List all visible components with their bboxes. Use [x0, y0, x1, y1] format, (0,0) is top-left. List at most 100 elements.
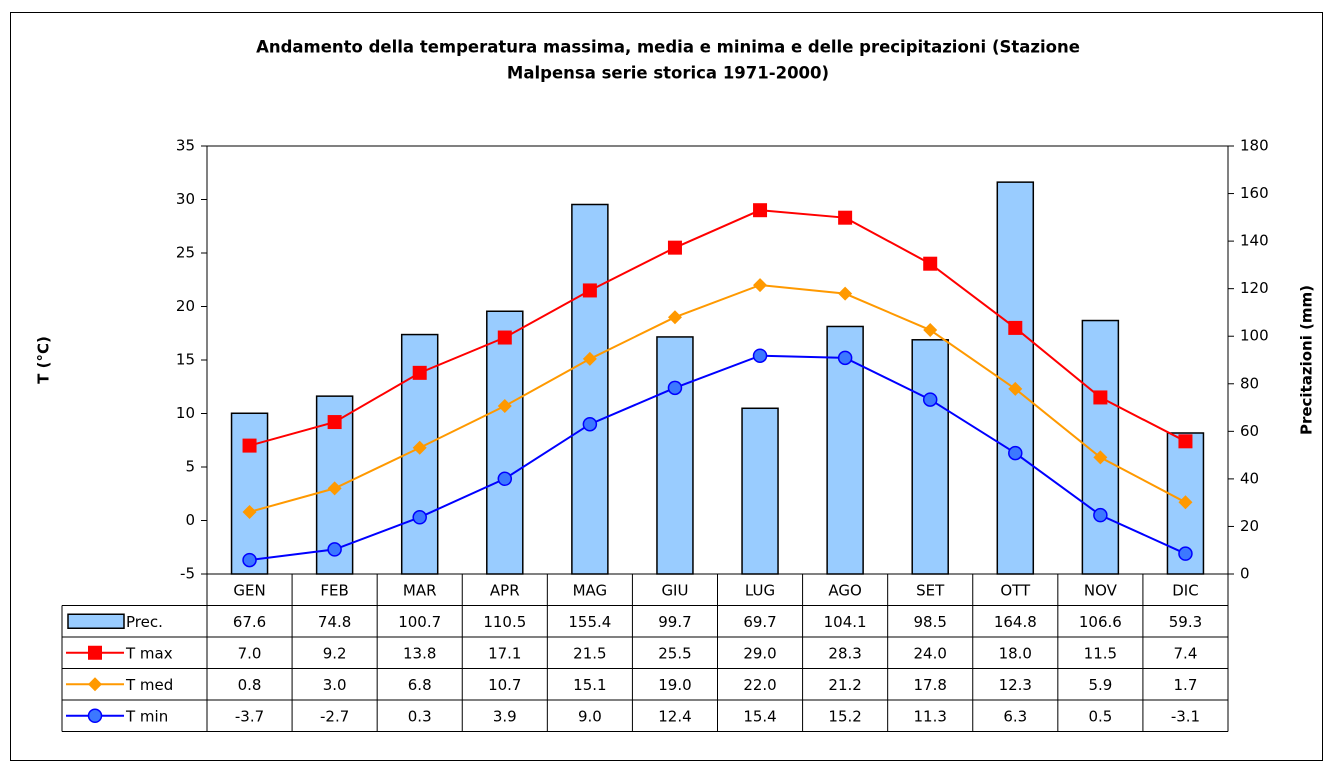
data-label: 5.9: [1088, 676, 1112, 694]
bar: [486, 310, 524, 575]
data-label: 6.8: [408, 676, 432, 694]
y2-tick-label: 80: [1240, 374, 1259, 392]
x-tick-label: MAG: [573, 581, 608, 599]
marker: [838, 210, 853, 225]
bar: [230, 412, 269, 575]
bar: [571, 203, 609, 575]
data-label: 17.1: [488, 644, 521, 662]
x-tick-label: SET: [916, 581, 945, 599]
marker: [753, 203, 768, 218]
data-label: 110.5: [483, 613, 526, 631]
data-label: 1.7: [1174, 676, 1198, 694]
data-label: 0.3: [408, 707, 432, 725]
data-label: 29.0: [743, 644, 776, 662]
line: [249, 209, 1186, 447]
data-label: 7.0: [238, 644, 262, 662]
legend-marker: [88, 677, 102, 692]
data-label: 12.4: [658, 707, 691, 725]
bar: [911, 339, 949, 575]
marker: [412, 365, 427, 380]
marker: [582, 351, 597, 366]
y-tick-label: 25: [176, 244, 195, 262]
data-label: 17.8: [914, 676, 947, 694]
y2-tick-label: 180: [1240, 137, 1269, 155]
y2-tick-label: 40: [1240, 469, 1259, 487]
y2-axis-label: Precitazioni (mm): [1298, 285, 1316, 435]
data-label: 6.3: [1003, 707, 1027, 725]
marker: [242, 504, 257, 519]
data-label: 13.8: [403, 644, 436, 662]
legend-label: Prec.: [126, 613, 163, 631]
data-label: 19.0: [658, 676, 691, 694]
data-label: 3.0: [323, 676, 347, 694]
marker: [327, 481, 342, 496]
marker: [497, 399, 512, 414]
bar: [826, 325, 864, 575]
data-label: 164.8: [994, 613, 1037, 631]
marker: [327, 415, 342, 430]
x-tick-label: DIC: [1172, 581, 1198, 599]
data-label: 100.7: [398, 613, 441, 631]
y-tick-label: 5: [185, 458, 195, 476]
data-label: 0.5: [1088, 707, 1112, 725]
data-label: 106.6: [1079, 613, 1122, 631]
marker: [837, 350, 853, 366]
marker: [752, 348, 768, 363]
y-tick-label: 35: [176, 137, 195, 155]
data-label: 22.0: [743, 676, 776, 694]
marker: [497, 471, 513, 487]
y-tick-label: -5: [180, 565, 195, 583]
data-label: 67.6: [233, 613, 266, 631]
data-label: 21.5: [573, 644, 606, 662]
y2-tick-label: 20: [1240, 517, 1259, 535]
marker: [838, 286, 853, 301]
marker: [582, 416, 598, 432]
marker: [1093, 507, 1108, 523]
data-label: 11.5: [1084, 644, 1117, 662]
marker: [753, 278, 768, 293]
marker: [923, 256, 938, 271]
bar: [741, 407, 779, 575]
line: [249, 354, 1186, 562]
marker: [922, 392, 938, 407]
data-label: 15.2: [828, 707, 861, 725]
y-tick-label: 15: [176, 351, 195, 369]
marker: [1008, 320, 1023, 335]
marker: [1008, 445, 1023, 461]
y-axis-label: T (°C): [35, 336, 53, 384]
data-label: -3.7: [235, 707, 264, 725]
data-label: 10.7: [488, 676, 521, 694]
data-label: 25.5: [658, 644, 691, 662]
x-tick-label: FEB: [320, 581, 348, 599]
chart-title: Malpensa serie storica 1971-2000): [507, 64, 829, 83]
data-label: 15.1: [573, 676, 606, 694]
marker: [582, 283, 597, 298]
chart-title: Andamento della temperatura massima, med…: [256, 38, 1080, 57]
y-tick-label: 0: [185, 511, 195, 529]
y-tick-label: 20: [176, 297, 195, 315]
data-label: 24.0: [914, 644, 947, 662]
y2-tick-label: 120: [1240, 279, 1269, 297]
bar: [996, 181, 1035, 575]
data-label: 59.3: [1169, 613, 1202, 631]
marker: [923, 323, 938, 338]
data-label: 15.4: [743, 707, 776, 725]
data-label: 3.9: [493, 707, 517, 725]
x-tick-label: GIU: [661, 581, 688, 599]
marker: [667, 310, 682, 325]
marker: [1093, 390, 1108, 405]
data-label: 28.3: [828, 644, 861, 662]
data-label: 9.0: [578, 707, 602, 725]
x-tick-label: NOV: [1084, 581, 1118, 599]
y2-tick-label: 0: [1240, 565, 1250, 583]
marker: [1093, 450, 1108, 465]
marker: [1008, 381, 1023, 396]
legend-label: T max: [125, 644, 173, 662]
marker: [412, 510, 427, 525]
data-label: 11.3: [914, 707, 947, 725]
legend-label: T min: [125, 707, 168, 725]
y2-tick-label: 140: [1240, 232, 1269, 250]
data-label: 155.4: [568, 613, 611, 631]
data-label: 12.3: [999, 676, 1032, 694]
